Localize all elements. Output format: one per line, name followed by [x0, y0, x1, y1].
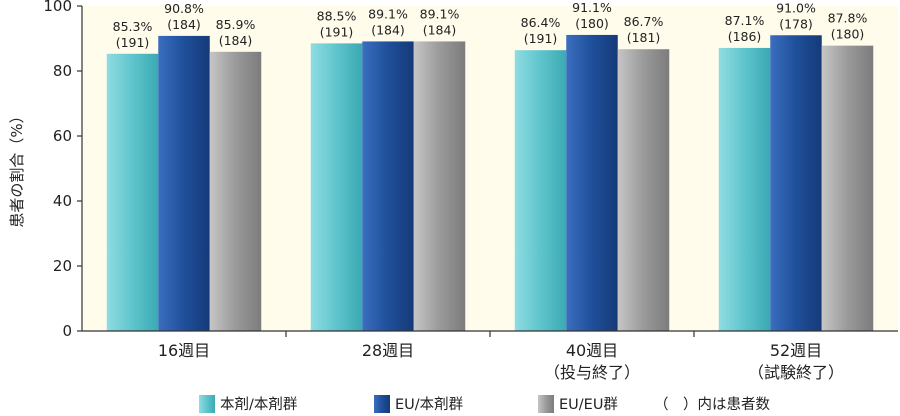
data-labels: 85.3%(191)90.8%(184) 85.9%(184)88.5%(191)… [113, 0, 868, 50]
x-category-label: （試験終了） [748, 363, 844, 382]
y-tick-label: 20 [53, 257, 72, 275]
x-axis: 16週目 28週目 40週目 （投与終了） 52週目 （試験終了） [82, 330, 898, 382]
data-label-count: (191) [320, 24, 354, 39]
bar [718, 47, 771, 332]
y-tick-label: 40 [53, 192, 72, 210]
bar [617, 49, 670, 331]
bar [310, 43, 363, 331]
bar [413, 41, 466, 332]
y-axis-label: 患者の割合（%） [8, 108, 26, 227]
bar [106, 53, 159, 332]
y-tick-label: 100 [43, 0, 72, 15]
y-tick-label: 80 [53, 62, 72, 80]
data-label-percent: 89.1% [420, 6, 460, 21]
bar [209, 51, 262, 331]
x-category-label: 28週目 [362, 341, 414, 360]
legend-swatch [199, 395, 215, 413]
data-label-count: (184) [219, 33, 253, 48]
data-label-count: (181) [627, 30, 661, 45]
data-label-count: (184) [423, 22, 457, 37]
legend-label: EU/EU群 [559, 396, 618, 413]
data-label-count: (178) [779, 16, 813, 31]
data-label-percent: 90.8% [164, 1, 204, 16]
legend-swatch [538, 395, 554, 413]
data-label-percent: 86.4% [521, 15, 561, 30]
legend-note: （ ）内は患者数 [654, 396, 770, 413]
data-label-percent: 85.3% [113, 19, 153, 34]
data-label-percent: 91.0% [776, 0, 816, 15]
bar [770, 35, 822, 331]
bars [106, 34, 874, 332]
bar [566, 34, 618, 332]
data-label-count: (186) [728, 29, 762, 44]
data-label-percent: 87.1% [725, 13, 765, 28]
legend-label: EU/本剤群 [395, 396, 463, 413]
data-label-percent: 87.8% [828, 11, 868, 26]
data-label-count: (180) [575, 16, 609, 31]
data-label-count: (191) [524, 31, 558, 46]
legend-label: 本剤/本剤群 [220, 396, 297, 413]
bar [514, 50, 567, 331]
x-category-label: 40週目 [566, 341, 618, 360]
data-label-count: (180) [831, 27, 865, 42]
data-label-percent: 85.9% [216, 17, 256, 32]
x-category-label: 16週目 [158, 341, 210, 360]
legend: 本剤/本剤群 EU/本剤群 EU/EU群 （ ）内は患者数 [199, 395, 770, 413]
x-category-label: 52週目 [770, 341, 822, 360]
y-axis: 0 20 40 60 80 100 [43, 0, 83, 340]
data-label-count: (191) [116, 35, 150, 50]
data-label-count: (184) [371, 22, 405, 37]
x-category-label: （投与終了） [544, 363, 640, 382]
bar [821, 45, 874, 332]
data-label-count: (184) [167, 17, 201, 32]
bar [158, 35, 210, 332]
bar [362, 41, 414, 332]
data-label-percent: 88.5% [317, 8, 357, 23]
data-label-percent: 86.7% [624, 14, 664, 29]
data-label-percent: 89.1% [368, 6, 408, 21]
y-tick-label: 0 [62, 322, 72, 340]
y-tick-label: 60 [53, 127, 72, 145]
data-label-percent: 91.1% [572, 0, 612, 15]
legend-swatch [374, 395, 390, 413]
